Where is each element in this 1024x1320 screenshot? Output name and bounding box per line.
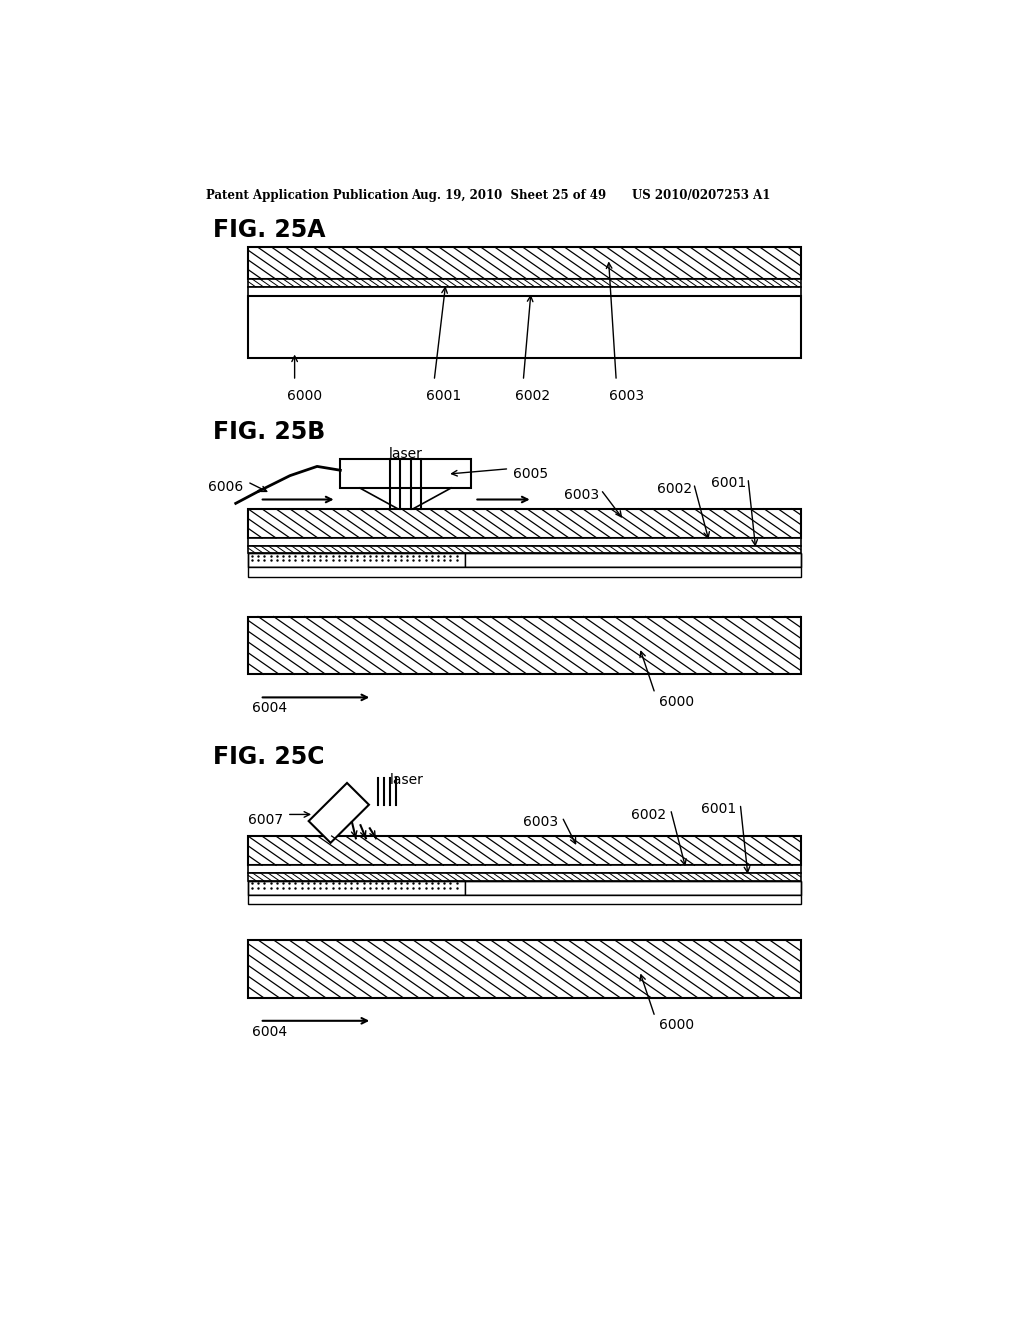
Bar <box>248 553 465 568</box>
Bar <box>465 553 801 568</box>
Bar <box>248 895 801 904</box>
Bar <box>248 866 801 873</box>
Bar <box>248 880 801 895</box>
Bar <box>248 296 801 358</box>
Text: 6000: 6000 <box>658 1019 694 1032</box>
Bar <box>248 539 801 545</box>
Bar <box>248 568 801 577</box>
Bar <box>248 286 801 296</box>
Text: 6002: 6002 <box>632 808 667 821</box>
Text: 6004: 6004 <box>252 701 287 715</box>
Bar <box>248 940 801 998</box>
Text: FIG. 25A: FIG. 25A <box>213 218 326 243</box>
Bar <box>248 508 801 539</box>
Text: 6003: 6003 <box>564 488 599 502</box>
Text: US 2010/0207253 A1: US 2010/0207253 A1 <box>632 189 770 202</box>
Text: 6003: 6003 <box>608 388 644 403</box>
Text: laser: laser <box>390 774 424 787</box>
Polygon shape <box>308 783 369 843</box>
Text: 6001: 6001 <box>712 477 746 491</box>
Text: laser: laser <box>388 447 422 461</box>
Bar <box>248 873 801 880</box>
Bar <box>248 836 801 866</box>
Text: 6001: 6001 <box>701 803 736 816</box>
Text: FIG. 25C: FIG. 25C <box>213 744 325 770</box>
Text: 6007: 6007 <box>248 813 283 826</box>
Bar <box>248 247 801 280</box>
Text: 6000: 6000 <box>658 696 694 709</box>
Text: 6002: 6002 <box>657 482 692 496</box>
Text: FIG. 25B: FIG. 25B <box>213 420 326 445</box>
Text: 6006: 6006 <box>208 480 244 494</box>
Text: 6001: 6001 <box>426 388 462 403</box>
Text: 6000: 6000 <box>287 388 322 403</box>
Text: 6002: 6002 <box>515 388 551 403</box>
Text: Aug. 19, 2010  Sheet 25 of 49: Aug. 19, 2010 Sheet 25 of 49 <box>411 189 606 202</box>
Text: Patent Application Publication: Patent Application Publication <box>206 189 408 202</box>
Bar <box>340 459 471 488</box>
Bar <box>248 545 801 553</box>
Bar <box>248 616 801 675</box>
Bar <box>465 880 801 895</box>
Bar <box>248 880 465 895</box>
Text: 6004: 6004 <box>252 1024 287 1039</box>
Bar <box>248 280 801 286</box>
Bar <box>248 553 801 568</box>
Text: 6005: 6005 <box>513 467 548 482</box>
Text: 6003: 6003 <box>523 816 558 829</box>
